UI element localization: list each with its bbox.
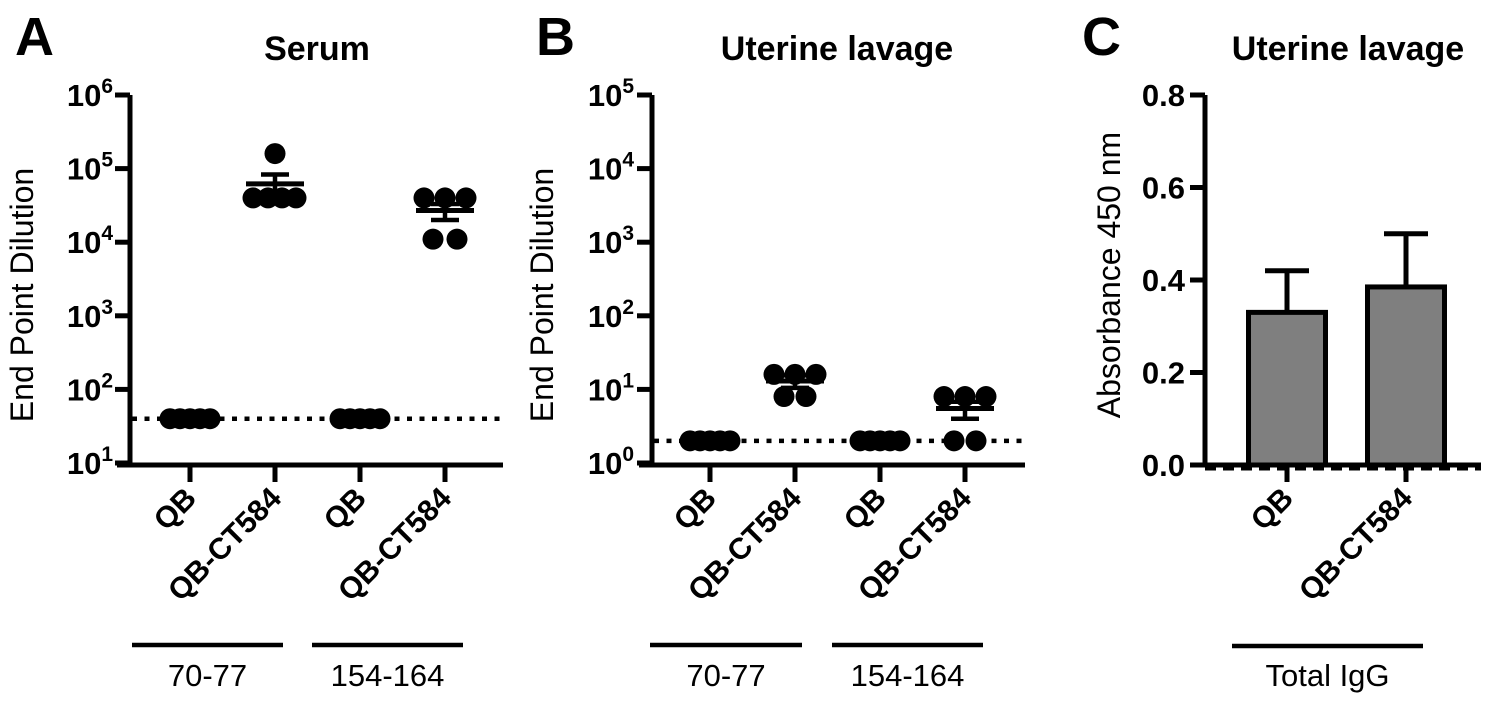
x-category-label: QB [668, 482, 723, 537]
group-label: Total IgG [1265, 658, 1389, 693]
data-point [264, 143, 286, 165]
panel-title: Serum [264, 30, 370, 68]
y-tick-label: 0.2 [1142, 356, 1185, 391]
y-axis-label: End Point Dilution [524, 168, 560, 422]
y-tick-label: 103 [67, 296, 113, 334]
bar [1365, 284, 1447, 468]
y-tick-label: 104 [67, 222, 113, 260]
panel-b: B Uterine lavage End Point Dilution 105 104 1… [524, 7, 1026, 693]
bar [1246, 309, 1328, 468]
data-point [242, 187, 264, 209]
x-category-label: QB-CT584 [1293, 481, 1419, 607]
panel-c: C Uterine lavage Absorbance 450 nm 0.8 0.6 0.… [1082, 7, 1481, 693]
data-point [413, 187, 435, 209]
panel-title: Uterine lavage [1232, 30, 1464, 68]
y-tick-label: 101 [67, 443, 113, 481]
data-point [954, 386, 976, 408]
y-tick-label: 104 [588, 149, 634, 187]
group-label: 154-164 [331, 658, 445, 693]
panel-letter: B [536, 7, 575, 67]
y-axis-label: End Point Dilution [4, 168, 40, 422]
data-point [199, 408, 221, 430]
data-point [795, 386, 817, 408]
data-point [773, 386, 795, 408]
data-point [434, 187, 456, 209]
data-point [446, 228, 468, 250]
data-point [719, 430, 741, 452]
y-tick-label: 100 [588, 443, 634, 481]
y-tick-label: 0.8 [1142, 78, 1185, 113]
panel-a: A Serum End Point Dilution 106 105 104 103 102 1… [4, 7, 503, 693]
group-label: 70-77 [168, 658, 247, 693]
panel-title: Uterine lavage [721, 30, 953, 68]
data-point [805, 363, 827, 385]
y-tick-label: 105 [67, 149, 113, 187]
data-point [763, 363, 785, 385]
data-point [784, 363, 806, 385]
y-tick-label: 0.6 [1142, 171, 1185, 206]
y-tick-label: 102 [67, 369, 113, 407]
y-tick-label: 0.4 [1142, 263, 1186, 298]
panel-letter: A [15, 7, 54, 67]
x-category-label: QB [1245, 482, 1300, 537]
data-point [943, 430, 965, 452]
panel-letter: C [1082, 7, 1121, 67]
x-category-label: QB [318, 482, 373, 537]
y-axis-label: Absorbance 450 nm [1091, 132, 1127, 418]
data-point [889, 430, 911, 452]
data-point [369, 408, 391, 430]
group-label: 154-164 [851, 658, 965, 693]
y-tick-label: 105 [588, 75, 634, 113]
data-point [965, 430, 987, 452]
y-tick-label: 106 [67, 75, 113, 113]
y-tick-label: 101 [588, 369, 634, 407]
data-point [285, 187, 307, 209]
data-point [422, 228, 444, 250]
data-point [455, 187, 477, 209]
data-point [975, 386, 997, 408]
data-point [933, 386, 955, 408]
x-category-label: QB [148, 482, 203, 537]
y-tick-label: 0.0 [1142, 448, 1185, 483]
x-category-label: QB [838, 482, 893, 537]
group-label: 70-77 [686, 658, 765, 693]
y-tick-label: 102 [588, 296, 634, 334]
y-tick-label: 103 [588, 222, 634, 260]
